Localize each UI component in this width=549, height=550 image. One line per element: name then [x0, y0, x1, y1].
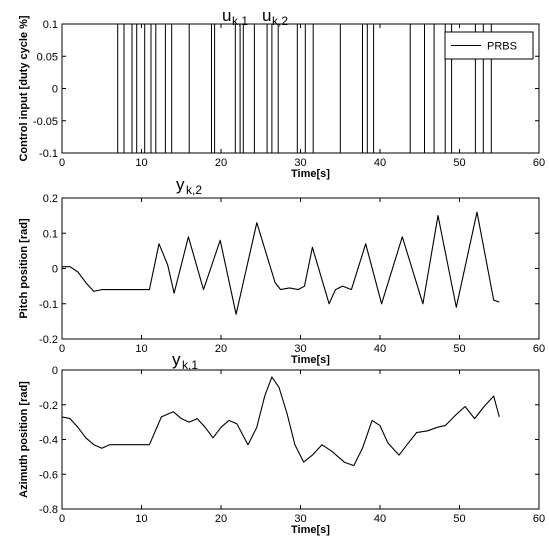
pitch-position-plot: 0 10 20 30 40 50 60 -0.2 -0.1 0 0.1 0.2 Time[s] Pitch… — [18, 175, 545, 366]
y-tick-label: 0.1 — [43, 228, 58, 240]
annotation-symbol: u — [222, 6, 231, 25]
x-tick-label: 50 — [453, 343, 465, 355]
y-tick-label: 0 — [52, 84, 58, 96]
x-tick-label: 50 — [453, 513, 465, 525]
annotation-symbol: u — [262, 6, 271, 25]
x-tick-label: 30 — [294, 157, 306, 169]
y-tick-label: 0 — [52, 264, 58, 276]
azimuth-position-axes-frame — [61, 369, 540, 510]
azimuth-position-series-line — [61, 376, 500, 467]
y-tick-label: -0.4 — [39, 435, 58, 447]
y-tick-label: 0.2 — [43, 193, 58, 205]
x-tick-label: 40 — [374, 343, 386, 355]
control-input-plot: 0 10 20 30 40 50 60 -0.1 -0.05 0 0.05 0.1 Time[s] Con… — [18, 6, 545, 180]
x-tick-label: 30 — [294, 513, 306, 525]
annotation-subscript: k,2 — [186, 183, 202, 197]
x-axis-label: Time[s] — [291, 524, 330, 536]
y-tick-label: -0.2 — [39, 334, 58, 346]
x-tick-label: 20 — [215, 157, 227, 169]
annotation-symbol: y — [172, 350, 181, 369]
legend-label: PRBS — [487, 41, 517, 53]
y-tick-label: -0.1 — [39, 148, 58, 160]
prbs-series-line — [117, 23, 492, 154]
y-axis-label: Control input [duty cycle %] — [18, 15, 30, 161]
x-tick-label: 20 — [215, 513, 227, 525]
y-tick-label: -0.2 — [39, 400, 58, 412]
x-tick-label: 30 — [294, 343, 306, 355]
x-tick-label: 0 — [59, 343, 65, 355]
annotation-subscript: k,1 — [232, 14, 248, 28]
x-tick-label: 0 — [59, 157, 65, 169]
azimuth-position-plot: 0 10 20 30 40 50 60 -0.8 -0.6 -0.4 -0.2 0 Time[s] Azi… — [18, 350, 545, 536]
x-tick-label: 40 — [374, 513, 386, 525]
y-tick-label: 0 — [52, 365, 58, 377]
y-tick-label: -0.6 — [39, 469, 58, 481]
x-axis-label: Time[s] — [291, 168, 330, 180]
x-tick-label: 10 — [135, 343, 147, 355]
y-tick-label: -0.8 — [39, 504, 58, 516]
x-tick-label: 60 — [533, 343, 545, 355]
y-tick-label: -0.1 — [39, 299, 58, 311]
x-tick-label: 10 — [135, 157, 147, 169]
y-axis-label: Azimuth position [rad] — [18, 381, 30, 498]
x-tick-label: 20 — [215, 343, 227, 355]
y-tick-label: 0.1 — [43, 19, 58, 31]
y-tick-label: 0.05 — [37, 51, 58, 63]
annotation-symbol: y — [176, 175, 185, 194]
x-tick-label: 0 — [59, 513, 65, 525]
annotation-subscript: k,2 — [272, 14, 288, 28]
x-tick-label: 10 — [135, 513, 147, 525]
x-tick-label: 60 — [533, 157, 545, 169]
y-axis-label: Pitch position [rad] — [18, 218, 30, 319]
pitch-position-series-line — [62, 211, 500, 315]
x-axis-label: Time[s] — [291, 354, 330, 366]
x-tick-label: 40 — [374, 157, 386, 169]
x-tick-label: 50 — [453, 157, 465, 169]
y-tick-label: -0.05 — [33, 116, 58, 128]
x-tick-label: 60 — [533, 513, 545, 525]
pitch-position-axes-frame — [61, 197, 540, 340]
annotation-subscript: k,1 — [182, 358, 198, 372]
